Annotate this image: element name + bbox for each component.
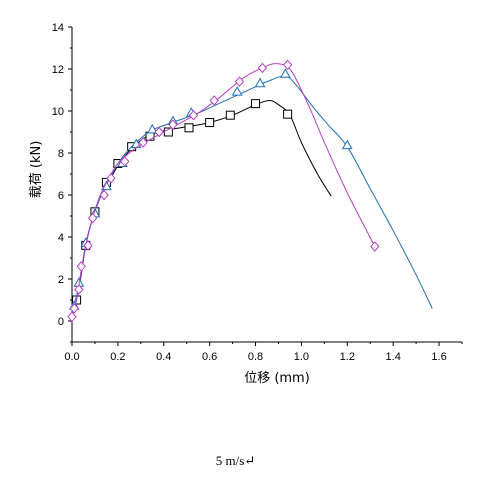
y-tick-label: 12 (52, 64, 64, 76)
diamond-marker (76, 261, 86, 272)
series-diamond (67, 59, 380, 323)
x-tick-label: 1.0 (294, 351, 309, 363)
chart-ticks: 0 2 4 6 8 10 12 14 0.0 0.2 0.4 0.6 0.8 1.0 1.2 1.4 1.6 (52, 22, 463, 363)
diamond-marker (154, 126, 164, 138)
y-tick-label: 6 (58, 190, 64, 202)
chart-series-layer (67, 59, 433, 323)
diamond-marker (120, 156, 130, 167)
figure-caption: 5 m/s↵ (0, 453, 493, 469)
x-tick-label: 0.6 (202, 351, 217, 363)
diamond-marker (138, 137, 148, 148)
x-tick-label: 1.4 (386, 351, 401, 363)
diamond-marker (67, 311, 77, 323)
triangle-marker (254, 77, 266, 88)
square-marker (251, 99, 261, 109)
x-tick-label: 0.4 (156, 351, 171, 363)
x-axis-label: 位移 (mm) (244, 371, 310, 386)
triangle-marker (341, 139, 353, 150)
y-tick-label: 2 (58, 274, 64, 286)
y-axis-label: 载荷 (kN) (29, 141, 44, 199)
y-tick-label: 0 (58, 316, 64, 328)
diamond-marker (99, 189, 109, 201)
series-triangle-line (71, 75, 433, 313)
x-tick-label: 1.6 (431, 351, 446, 363)
y-tick-label: 4 (58, 232, 64, 244)
x-tick-label: 1.2 (340, 351, 355, 363)
series-square-line (71, 99, 332, 315)
square-marker (205, 118, 215, 128)
diamond-marker (188, 109, 199, 121)
diamond-marker (69, 303, 79, 314)
caption-text: 5 m/s↵ (215, 453, 256, 468)
diamond-marker (106, 172, 116, 184)
diamond-marker (74, 284, 84, 295)
diamond-marker (168, 119, 178, 130)
triangle-marker (231, 86, 243, 96)
square-marker (225, 110, 235, 120)
triangle-marker (279, 68, 291, 78)
triangle-marker (146, 123, 158, 134)
diamond-marker (282, 59, 293, 71)
y-tick-label: 8 (58, 148, 64, 160)
diamond-marker (209, 95, 219, 106)
chart-axes (71, 27, 462, 343)
diamond-marker (370, 241, 380, 252)
diamond-marker (257, 62, 268, 74)
x-tick-label: 0.2 (110, 351, 125, 363)
y-tick-label: 14 (52, 22, 64, 34)
diamond-marker (234, 76, 245, 87)
square-marker (283, 109, 293, 119)
series-triangle (68, 68, 433, 313)
x-tick-label: 0.8 (248, 351, 263, 363)
square-marker (184, 123, 194, 133)
diamond-marker (87, 212, 98, 224)
series-square (71, 99, 332, 315)
x-tick-label: 0.0 (64, 351, 79, 363)
y-tick-label: 10 (52, 106, 64, 118)
diamond-marker (83, 240, 93, 251)
